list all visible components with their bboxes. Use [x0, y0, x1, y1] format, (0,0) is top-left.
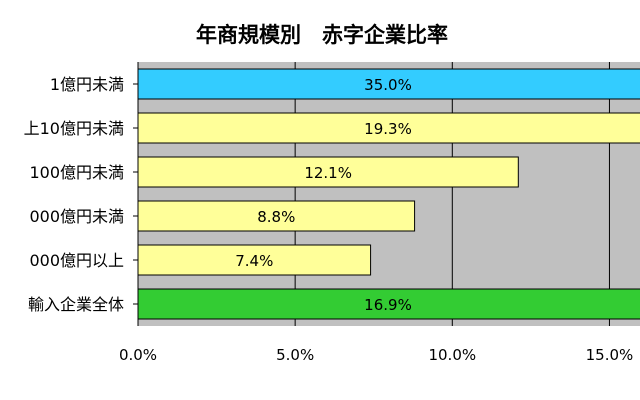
x-tick-label: 10.0% — [428, 346, 476, 364]
category-label: 000億円未満 — [29, 207, 124, 226]
category-label: 1億円未満 — [50, 75, 124, 94]
category-label: 上10億円未満 — [24, 119, 124, 138]
x-tick-label: 0.0% — [119, 346, 157, 364]
x-tick-labels: 0.0%5.0%10.0%15.0%20.0%25.0%30.0% — [119, 346, 634, 364]
x-tick-label: 5.0% — [276, 346, 314, 364]
bar-data-label: 8.8% — [257, 208, 295, 226]
bar — [137, 200, 416, 232]
category-label: 輸入企業全体 — [28, 295, 124, 314]
bar-data-label: 16.9% — [364, 296, 412, 314]
bar — [137, 288, 640, 320]
chart-title: 年商規模別 赤字企業比率 — [196, 23, 448, 47]
bar — [137, 112, 640, 144]
bar-data-label: 7.4% — [235, 252, 273, 270]
x-tick-label: 15.0% — [586, 346, 634, 364]
category-label: 100億円未満 — [29, 163, 124, 182]
bar — [137, 68, 640, 100]
bar-data-label: 12.1% — [304, 164, 352, 182]
bar — [137, 156, 519, 188]
gridlines — [137, 62, 610, 326]
category-label: 000億円以上 — [29, 251, 124, 270]
bar-data-label: 19.3% — [364, 120, 412, 138]
bar-data-labels: 35.0% 19.3% 12.1% 8.8% 7.4% 16.9% — [235, 76, 412, 314]
bars — [137, 68, 640, 320]
plot-area — [138, 62, 640, 326]
bar-data-label: 35.0% — [364, 76, 412, 94]
